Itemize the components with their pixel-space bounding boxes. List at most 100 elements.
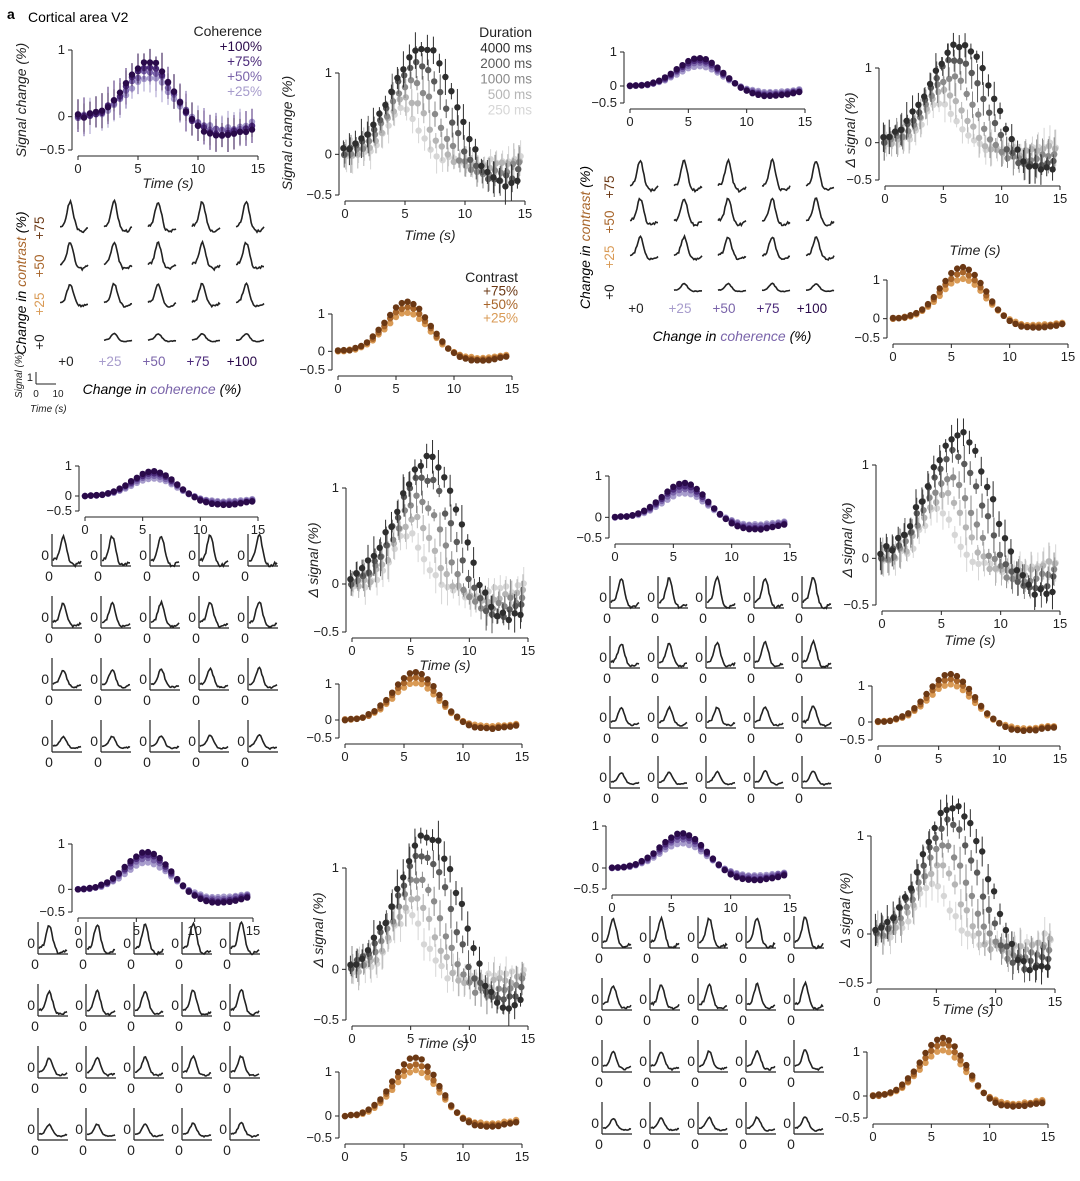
mini-zero-label: 0 bbox=[94, 630, 102, 646]
data-point bbox=[617, 513, 624, 520]
data-point bbox=[127, 478, 135, 485]
data-point bbox=[388, 523, 395, 530]
x-tick-label: 15 bbox=[783, 900, 797, 915]
data-point bbox=[439, 157, 446, 164]
coherence-axis-label: Change in coherence (%) bbox=[653, 328, 812, 344]
data-point bbox=[80, 885, 88, 893]
mini-trace bbox=[38, 989, 68, 1016]
data-point bbox=[899, 133, 906, 141]
data-point bbox=[358, 955, 366, 962]
data-point bbox=[1039, 151, 1046, 158]
y-tick-label: 1 bbox=[318, 306, 325, 321]
mini-zero-label: 0 bbox=[783, 1115, 791, 1131]
data-point bbox=[1034, 147, 1041, 154]
contrast-level-label: +75 bbox=[602, 176, 617, 199]
mini-zero-label: 0 bbox=[90, 547, 98, 563]
data-point bbox=[465, 1119, 473, 1126]
mini-trace bbox=[794, 1049, 824, 1072]
data-point bbox=[879, 932, 887, 939]
data-point bbox=[371, 708, 378, 715]
data-point bbox=[978, 468, 985, 475]
data-point bbox=[892, 924, 899, 931]
data-point bbox=[442, 542, 450, 549]
mini-zero-label: 0 bbox=[75, 1059, 83, 1075]
data-point bbox=[769, 523, 776, 531]
data-point bbox=[720, 69, 727, 77]
label-part: Change in bbox=[13, 287, 29, 355]
data-point bbox=[1004, 1102, 1011, 1109]
data-point bbox=[436, 526, 444, 533]
data-point bbox=[406, 675, 414, 682]
data-point bbox=[449, 583, 456, 590]
data-point bbox=[658, 493, 665, 501]
data-point bbox=[417, 462, 424, 470]
data-point bbox=[1039, 1099, 1046, 1107]
data-point bbox=[993, 146, 1000, 154]
data-point bbox=[933, 845, 940, 853]
mini-zero-label: 0 bbox=[791, 649, 799, 665]
x-tick-label: 10 bbox=[193, 522, 207, 537]
data-point bbox=[409, 115, 416, 123]
data-point bbox=[347, 715, 355, 723]
data-point bbox=[956, 826, 963, 833]
data-point bbox=[1041, 930, 1048, 937]
data-point bbox=[461, 158, 469, 165]
data-point bbox=[518, 975, 526, 982]
data-point bbox=[488, 988, 495, 996]
label-part: (%) bbox=[13, 211, 29, 237]
data-point bbox=[935, 88, 942, 96]
data-point bbox=[419, 89, 427, 97]
data-point bbox=[687, 481, 694, 488]
data-point bbox=[941, 101, 949, 108]
data-point bbox=[487, 156, 494, 163]
data-point bbox=[493, 999, 501, 1006]
data-point bbox=[424, 1074, 431, 1081]
data-point bbox=[425, 534, 433, 542]
mini-zero-label: 0 bbox=[94, 692, 102, 708]
data-point bbox=[418, 1056, 425, 1063]
data-point bbox=[353, 1111, 360, 1118]
mini-trace bbox=[248, 733, 278, 751]
data-point bbox=[1050, 573, 1057, 580]
mini-zero-label: 0 bbox=[699, 610, 707, 626]
data-point bbox=[396, 913, 403, 920]
data-point bbox=[1003, 146, 1010, 153]
data-point bbox=[959, 263, 967, 271]
data-point bbox=[414, 544, 422, 551]
data-point bbox=[429, 453, 436, 460]
data-point bbox=[635, 510, 642, 517]
data-point bbox=[429, 836, 436, 844]
y-tick-label: 0 bbox=[332, 961, 339, 976]
data-point bbox=[901, 314, 908, 321]
trace-cell bbox=[805, 197, 835, 227]
trace-cell bbox=[805, 161, 835, 192]
data-point bbox=[421, 135, 428, 142]
data-point bbox=[992, 938, 999, 945]
data-point bbox=[418, 1063, 425, 1070]
data-point bbox=[941, 682, 948, 689]
data-point bbox=[955, 453, 962, 461]
trace-cell bbox=[147, 201, 177, 233]
data-point bbox=[406, 1069, 414, 1076]
data-point bbox=[461, 979, 468, 986]
data-point bbox=[179, 486, 187, 493]
x-tick-label: 10 bbox=[994, 191, 1008, 206]
data-point bbox=[951, 1043, 958, 1050]
data-point bbox=[1019, 572, 1026, 579]
data-point bbox=[416, 315, 423, 323]
data-point bbox=[497, 354, 504, 361]
data-point bbox=[464, 925, 471, 932]
label-part: Change in bbox=[577, 241, 593, 309]
data-point bbox=[144, 848, 152, 856]
data-point bbox=[458, 900, 466, 908]
data-point bbox=[944, 476, 951, 483]
data-point bbox=[373, 576, 381, 584]
mini-zero-label: 0 bbox=[639, 1115, 647, 1131]
data-point bbox=[951, 73, 959, 80]
data-point bbox=[1045, 142, 1053, 150]
data-point bbox=[400, 684, 408, 691]
y-tick-label: 1 bbox=[58, 836, 65, 851]
